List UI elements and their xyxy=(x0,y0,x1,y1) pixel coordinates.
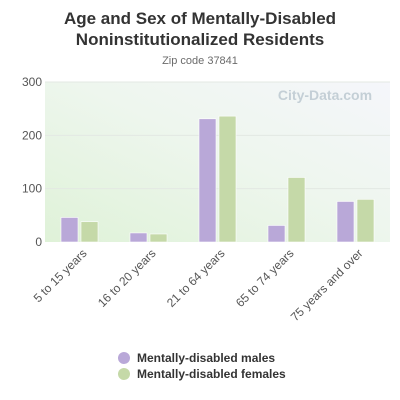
legend-swatch-females xyxy=(118,368,130,380)
bar-males-3[interactable] xyxy=(267,225,286,243)
x-tick-label-3: 65 to 74 years xyxy=(233,246,297,310)
bar-males-4[interactable] xyxy=(336,201,355,243)
bar-females-2[interactable] xyxy=(218,115,237,243)
x-axis-ticks: 5 to 15 years 16 to 20 years 21 to 64 year… xyxy=(31,246,366,324)
bar-males-2[interactable] xyxy=(198,118,217,243)
y-tick-label-1: 100 xyxy=(22,182,42,196)
bar-males-1[interactable] xyxy=(129,232,148,243)
x-tick-label-2: 21 to 64 years xyxy=(164,246,228,310)
watermark: City-Data.com xyxy=(278,87,372,103)
y-tick-label-3: 300 xyxy=(22,75,42,89)
plot-area xyxy=(45,82,390,242)
x-tick-label-4: 75 years and over xyxy=(288,246,366,324)
gridlines xyxy=(45,81,390,190)
bar-females-3[interactable] xyxy=(287,177,306,243)
x-tick-label-1: 16 to 20 years xyxy=(95,246,159,310)
legend-label-males: Mentally-disabled males xyxy=(137,351,276,365)
legend-swatch-males xyxy=(118,352,130,364)
x-tick-label-0: 5 to 15 years xyxy=(31,246,90,305)
bar-males-0[interactable] xyxy=(60,217,79,243)
bar-females-1[interactable] xyxy=(149,233,168,243)
legend: Mentally-disabled males Mentally-disable… xyxy=(118,350,286,382)
y-axis-ticks: 0 100 200 300 xyxy=(22,75,42,249)
chart-subtitle: Zip code 37841 xyxy=(162,55,238,67)
legend-label-females: Mentally-disabled females xyxy=(137,367,286,381)
bars xyxy=(60,115,375,243)
chart-title-line-1: Age and Sex of Mentally-Disabled xyxy=(63,9,337,28)
legend-item-males: Mentally-disabled males xyxy=(118,350,286,366)
bar-females-0[interactable] xyxy=(80,221,99,243)
chart-title: Age and Sex of Mentally-Disabled Noninst… xyxy=(0,8,400,50)
y-tick-label-2: 200 xyxy=(22,128,42,142)
y-tick-label-0: 0 xyxy=(35,235,42,249)
bar-females-4[interactable] xyxy=(356,199,375,243)
legend-item-females: Mentally-disabled females xyxy=(118,366,286,382)
chart-title-line-2: Noninstitutionalized Residents xyxy=(75,30,325,49)
